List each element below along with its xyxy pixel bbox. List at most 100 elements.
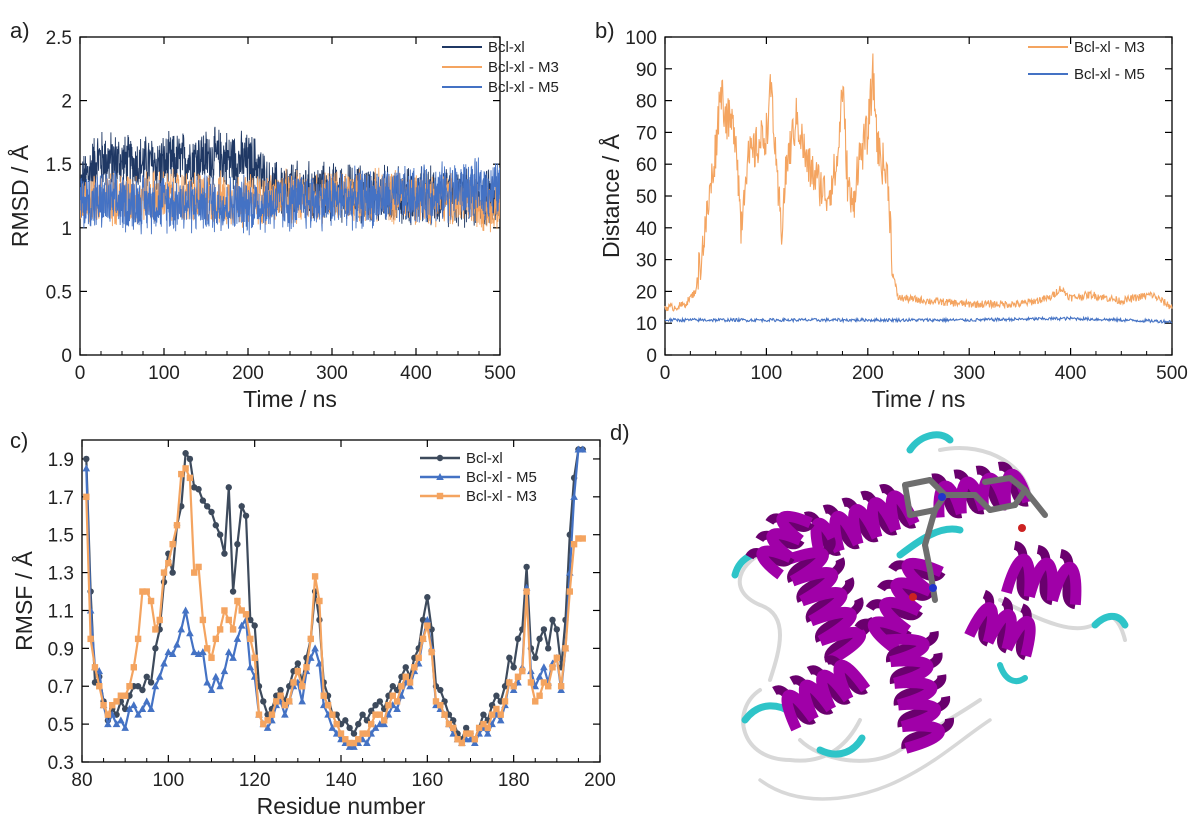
x-tick-label: 140 <box>325 770 357 791</box>
data-point <box>493 705 500 713</box>
helix-front <box>833 659 871 702</box>
data-point <box>229 653 237 661</box>
data-point <box>540 679 548 686</box>
data-point <box>523 563 530 571</box>
coil-segment <box>758 718 992 801</box>
data-point <box>130 664 137 671</box>
alpha-helix <box>803 484 920 560</box>
y-axis-label: Distance / Å <box>597 133 624 258</box>
data-point <box>152 645 159 652</box>
y-tick-label: 1.5 <box>46 155 72 176</box>
data-point <box>260 698 267 705</box>
panel-a-rmsd-chart: 0 100 200 300 400 500 0 0.5 1 1.5 2 2.5 Time / ns RMS… <box>6 18 559 412</box>
data-point <box>536 692 543 699</box>
data-point <box>199 497 207 504</box>
y-tick-label: 30 <box>636 251 657 272</box>
y-tick-label: 0.5 <box>48 715 74 736</box>
data-point <box>298 697 306 705</box>
data-point <box>402 664 409 671</box>
data-point <box>221 550 228 557</box>
data-point <box>480 711 487 718</box>
data-point <box>216 682 224 690</box>
data-point <box>126 683 133 690</box>
data-point <box>125 704 134 712</box>
ligand-bond <box>1007 475 1028 493</box>
x-tick-label: 0 <box>75 363 86 384</box>
data-point <box>190 648 199 656</box>
ligand-bond <box>987 502 1018 513</box>
ligand-bond <box>922 507 938 548</box>
panel-c-rmsf-chart: 80 100 120 140 160 180 200 0.3 0.5 0.7 0.9 1.1 1.3 1.… <box>10 428 616 819</box>
data-point <box>393 704 401 712</box>
turn-segment <box>816 734 866 758</box>
data-point <box>117 716 125 724</box>
data-point <box>225 484 232 491</box>
ligand-bond <box>1022 487 1048 518</box>
data-point <box>156 616 163 624</box>
data-point <box>355 736 362 743</box>
data-point <box>225 616 232 624</box>
legend-label: Bcl-xl - M3 <box>488 59 559 76</box>
data-point <box>255 711 263 718</box>
turn-segment <box>997 662 1028 685</box>
y-tick-label: 0.3 <box>48 753 74 774</box>
data-point <box>216 626 224 633</box>
helix-front <box>901 720 945 754</box>
x-tick-label: 0 <box>660 363 671 384</box>
data-point <box>165 559 172 567</box>
x-tick-label: 120 <box>239 770 271 791</box>
data-point <box>562 645 569 652</box>
data-point <box>160 569 168 576</box>
data-point <box>91 664 99 671</box>
data-point <box>342 717 349 724</box>
data-point <box>510 664 517 671</box>
alpha-helix <box>964 589 1036 661</box>
data-point <box>260 720 267 728</box>
data-point <box>549 616 556 624</box>
data-point <box>207 686 216 694</box>
data-point <box>290 679 297 686</box>
data-point <box>134 683 142 690</box>
data-point <box>212 635 220 643</box>
data-point <box>406 682 414 690</box>
x-tick-label: 100 <box>148 363 180 384</box>
alpha-helix <box>772 655 871 732</box>
series-line-2 <box>80 157 500 236</box>
data-point <box>186 629 194 637</box>
data-point <box>419 635 427 643</box>
data-point <box>147 704 155 712</box>
data-point <box>363 739 371 747</box>
data-point <box>152 626 159 633</box>
panel-d-protein-structure: d) <box>610 420 1129 801</box>
alpha-helix <box>781 537 873 666</box>
data-point <box>363 730 371 737</box>
coil-segment <box>741 688 862 763</box>
ligand-bond <box>922 542 933 573</box>
ligand-bond <box>902 477 933 488</box>
data-point <box>155 672 164 680</box>
data-point <box>203 503 211 510</box>
data-point <box>303 664 310 671</box>
x-tick-label: 80 <box>71 770 92 791</box>
data-point <box>212 672 220 680</box>
data-point <box>273 698 280 705</box>
data-point <box>263 723 272 731</box>
data-point <box>134 635 142 643</box>
turn-segment <box>1091 612 1129 629</box>
data-point <box>540 663 548 671</box>
data-point <box>121 692 129 699</box>
data-point <box>350 739 358 747</box>
series-line-0 <box>664 53 1173 312</box>
data-point <box>173 640 181 648</box>
y-tick-label: 1 <box>61 219 72 240</box>
data-point <box>436 492 444 500</box>
turn-segment <box>906 431 954 454</box>
helix-front <box>1001 615 1036 658</box>
data-point <box>471 736 479 743</box>
data-point <box>324 701 332 709</box>
data-point <box>194 650 203 658</box>
series-line-1 <box>664 315 1173 325</box>
data-point <box>186 455 194 463</box>
x-tick-label: 400 <box>1055 363 1087 384</box>
data-point <box>281 701 289 709</box>
